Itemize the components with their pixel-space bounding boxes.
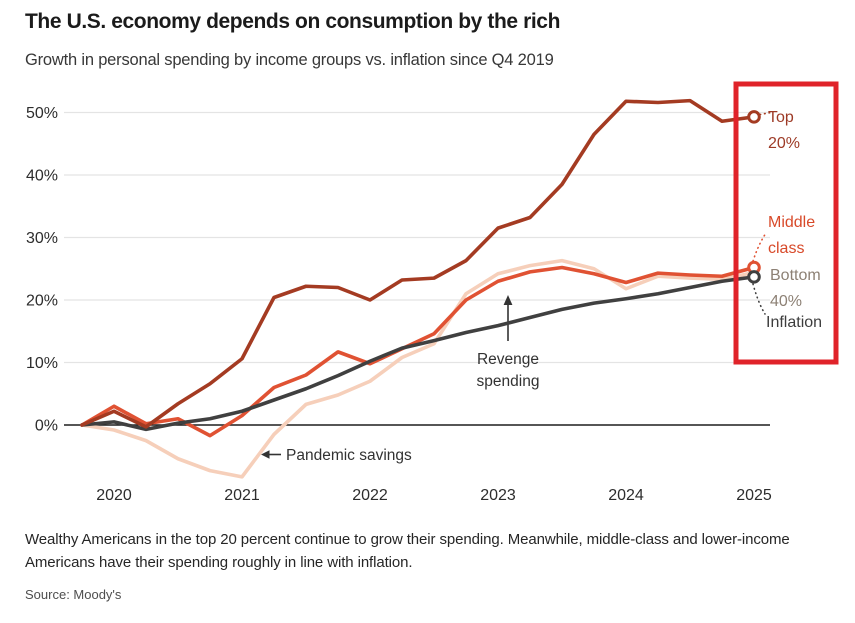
annotation-pandemic-savings: Pandemic savings	[286, 447, 412, 464]
leader-line-inflation	[752, 283, 766, 315]
chart-footnote: Wealthy Americans in the top 20 percent …	[25, 531, 790, 571]
y-tick-label: 20%	[26, 293, 58, 310]
page-title: The U.S. economy depends on consumption …	[25, 10, 560, 33]
y-tick-label: 40%	[26, 168, 58, 185]
x-tick-label: 2024	[608, 487, 644, 504]
y-tick-label: 50%	[26, 105, 58, 122]
series-label-top20: Top	[768, 109, 794, 126]
series-line-top20	[80, 98, 756, 429]
series-line-bottom40	[80, 258, 756, 479]
x-tick-label: 2025	[736, 487, 772, 504]
x-tick-label: 2021	[224, 487, 260, 504]
series-line-middle	[80, 265, 756, 438]
x-tick-label: 2020	[96, 487, 132, 504]
left-arrow-icon	[261, 450, 270, 459]
x-tick-label: 2023	[480, 487, 516, 504]
series-line-inflation	[80, 275, 756, 432]
annotation-revenge-spending: Revenge	[477, 351, 539, 368]
series-label-bottom40: 40%	[770, 293, 802, 310]
up-arrow-icon	[503, 295, 513, 305]
endpoint-marker-top20	[747, 110, 761, 124]
series-label-top20: 20%	[768, 135, 800, 152]
leader-line-top20	[759, 111, 772, 116]
series-label-middle: Middle	[768, 214, 815, 231]
series-label-inflation: Inflation	[766, 314, 822, 331]
y-tick-label: 0%	[35, 418, 58, 435]
source-credit: Source: Moody's	[25, 587, 122, 602]
leader-line-middle	[752, 232, 767, 262]
annotation-revenge-spending: spending	[477, 373, 540, 390]
y-tick-label: 30%	[26, 230, 58, 247]
series-label-bottom40: Bottom	[770, 267, 821, 284]
page-subtitle: Growth in personal spending by income gr…	[25, 51, 554, 69]
endpoint-marker-inflation	[747, 270, 761, 284]
series-label-middle: class	[768, 240, 804, 257]
x-tick-label: 2022	[352, 487, 388, 504]
highlight-box	[733, 81, 839, 365]
y-tick-label: 10%	[26, 355, 58, 372]
